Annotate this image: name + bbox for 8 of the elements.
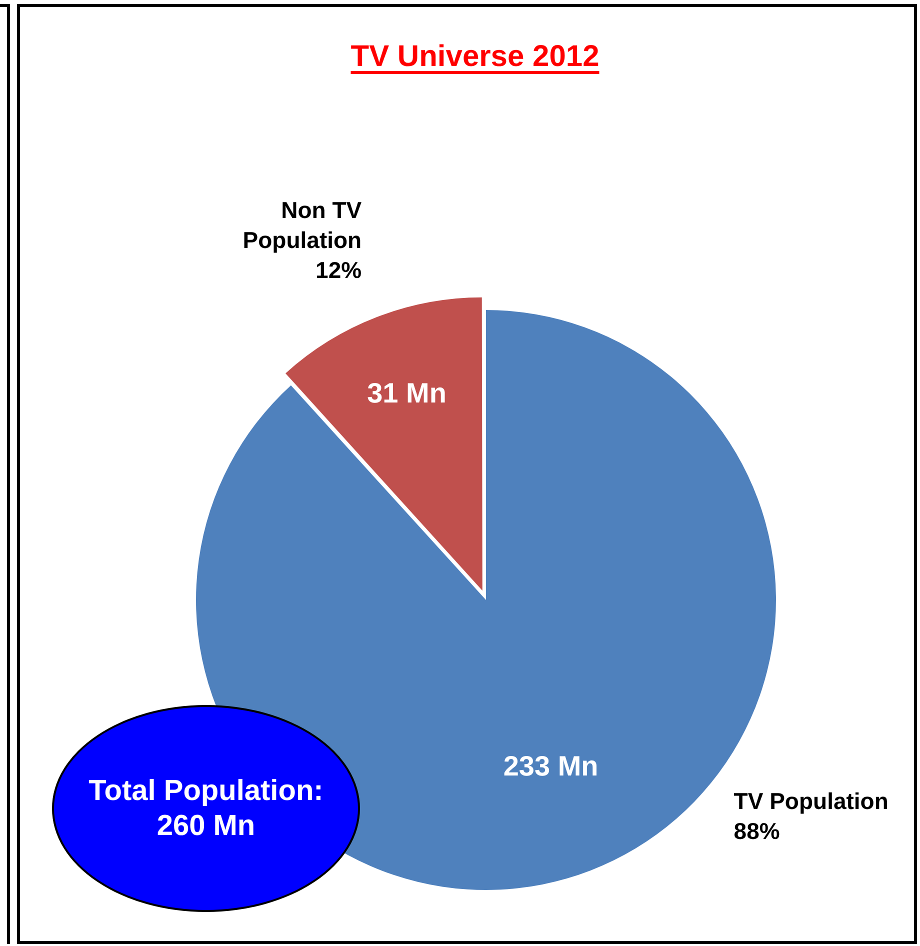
slice-label: TV Population	[734, 788, 888, 814]
data-label: 31 Mn	[367, 378, 446, 409]
text: 88%	[734, 818, 780, 844]
ellipse: Total Population: 260 Mn	[52, 705, 360, 912]
data-label: 233 Mn	[503, 750, 598, 782]
slice-label: Non TV Population	[242, 197, 362, 254]
text: 12%	[316, 257, 362, 284]
chart-title: TV Universe 2012	[350, 40, 600, 73]
